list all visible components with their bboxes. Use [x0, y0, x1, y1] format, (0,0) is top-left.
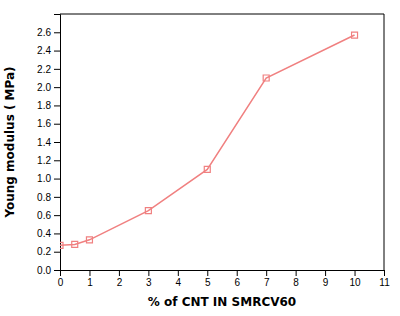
x-axis-tick-label: 2	[117, 277, 123, 288]
y-axis-tick-label: 0.4	[37, 228, 51, 239]
frame-right	[384, 14, 385, 270]
y-axis-tick-mark	[54, 215, 60, 216]
x-axis-tick-label: 9	[323, 277, 329, 288]
y-axis-tick: 1.6	[37, 118, 60, 129]
x-axis-tick: 6	[234, 270, 240, 288]
y-axis-tick-label: 1.4	[37, 137, 51, 148]
x-axis-tick-label: 4	[176, 277, 182, 288]
x-axis-tick-mark	[296, 270, 297, 276]
x-axis-tick-mark	[89, 270, 90, 276]
y-axis-tick: 0.0	[37, 265, 60, 276]
x-axis-tick: 5	[205, 270, 211, 288]
x-axis-tick-label: 10	[349, 277, 361, 288]
y-axis-tick: 2.6	[37, 27, 60, 38]
x-axis-tick: 11	[379, 270, 390, 288]
y-axis-tick-mark	[54, 142, 60, 143]
x-axis-tick-mark	[325, 270, 326, 276]
x-axis-tick-mark	[266, 270, 267, 276]
x-axis-tick-label: 3	[146, 277, 152, 288]
y-axis-tick: 0.4	[37, 228, 60, 239]
marker	[263, 75, 269, 81]
y-axis-tick-label: 2.6	[37, 27, 51, 38]
y-axis-tick: 1.2	[37, 155, 60, 166]
y-axis-tick-label: 1.8	[37, 100, 51, 111]
x-axis-tick: 2	[117, 270, 123, 288]
y-axis-tick-label: 2.4	[37, 45, 51, 56]
y-axis-tick-mark	[54, 105, 60, 106]
y-axis-tick: 1.4	[37, 137, 60, 148]
chart: 0 1 2 3 4 5 6 7 8 9 10 11 0.0 0.2 0.4 0.6 0.8 1.0 1.2 1.4 1.…	[0, 0, 400, 316]
x-axis-tick: 3	[146, 270, 152, 288]
x-axis-tick-label: 6	[234, 277, 240, 288]
line	[60, 35, 355, 245]
x-axis-tick-label: 8	[293, 277, 299, 288]
y-axis-tick: 2.4	[37, 45, 60, 56]
y-axis: 0.0 0.2 0.4 0.6 0.8 1.0 1.2 1.4 1.6 1.8 2.0 2.2 2.4 2…	[37, 15, 60, 276]
y-axis-tick-mark	[54, 270, 60, 271]
y-axis-tick-mark	[54, 160, 60, 161]
y-axis-tick: 0.8	[37, 192, 60, 203]
y-axis-title: Young modulus ( MPa)	[3, 66, 17, 218]
y-axis-tick-label: 0.8	[37, 192, 51, 203]
y-axis-tick: 2.2	[37, 64, 60, 75]
y-axis-tick-mark	[54, 179, 60, 180]
x-axis-tick: 7	[264, 270, 270, 288]
x-axis-tick-label: 11	[379, 277, 390, 288]
marker	[204, 166, 210, 172]
y-axis-tick-mark	[54, 32, 60, 33]
x-axis-line	[61, 271, 385, 277]
y-axis-tick-mark	[54, 233, 60, 234]
y-axis-tick-label: 0.0	[37, 265, 51, 276]
x-axis-tick: 8	[293, 270, 299, 288]
y-axis-tick: 2.0	[37, 82, 60, 93]
y-axis-tick-mark	[54, 69, 60, 70]
y-axis-tick-label: 2.2	[37, 64, 51, 75]
y-axis-tick: 1.0	[37, 173, 60, 184]
x-axis-tick: 10	[349, 270, 361, 288]
x-axis-tick-mark	[207, 270, 208, 276]
y-axis-tick-mark	[54, 124, 60, 125]
x-axis-tick-mark	[384, 270, 385, 276]
x-axis-tick-mark	[119, 270, 120, 276]
x-axis-tick: 1	[87, 270, 93, 288]
marker	[145, 208, 151, 214]
x-axis-tick: 0	[58, 270, 64, 288]
y-axis-line	[54, 15, 61, 271]
x-axis-tick-mark	[355, 270, 356, 276]
frame-top	[60, 14, 384, 15]
x-axis-tick-mark	[237, 270, 238, 276]
plot-area: 0 1 2 3 4 5 6 7 8 9 10 11 0.0 0.2 0.4 0.6 0.8 1.0 1.2 1.4 1.…	[37, 14, 390, 288]
x-axis-tick-mark	[178, 270, 179, 276]
x-axis-tick: 4	[176, 270, 182, 288]
y-axis-tick-mark	[54, 252, 60, 253]
marker	[352, 32, 358, 38]
y-axis-tick-label: 0.6	[37, 210, 51, 221]
y-axis-tick-label: 0.2	[37, 246, 51, 257]
y-axis-tick: 1.8	[37, 100, 60, 111]
y-axis-tick-mark	[54, 197, 60, 198]
x-axis-tick-label: 0	[58, 277, 64, 288]
y-axis-tick: 0.6	[37, 210, 60, 221]
y-axis-tick-label: 1.6	[37, 118, 51, 129]
y-axis-tick-mark	[54, 51, 60, 52]
x-axis-tick-label: 7	[264, 277, 270, 288]
x-axis-tick: 9	[323, 270, 329, 288]
y-axis-tick-label: 2.0	[37, 82, 51, 93]
y-axis-tick-label: 1.0	[37, 173, 51, 184]
y-axis-tick-label: 1.2	[37, 155, 51, 166]
marker	[60, 242, 63, 248]
x-axis-tick-label: 5	[205, 277, 211, 288]
x-axis-tick-mark	[148, 270, 149, 276]
x-axis-title: % of CNT IN SMRCV60	[148, 295, 296, 309]
x-axis-tick-label: 1	[87, 277, 93, 288]
marker	[72, 241, 78, 247]
x-axis: 0 1 2 3 4 5 6 7 8 9 10 11	[58, 270, 390, 288]
y-axis-tick: 0.2	[37, 246, 60, 257]
y-axis-tick-mark	[54, 87, 60, 88]
series	[60, 32, 358, 248]
marker	[86, 237, 92, 243]
